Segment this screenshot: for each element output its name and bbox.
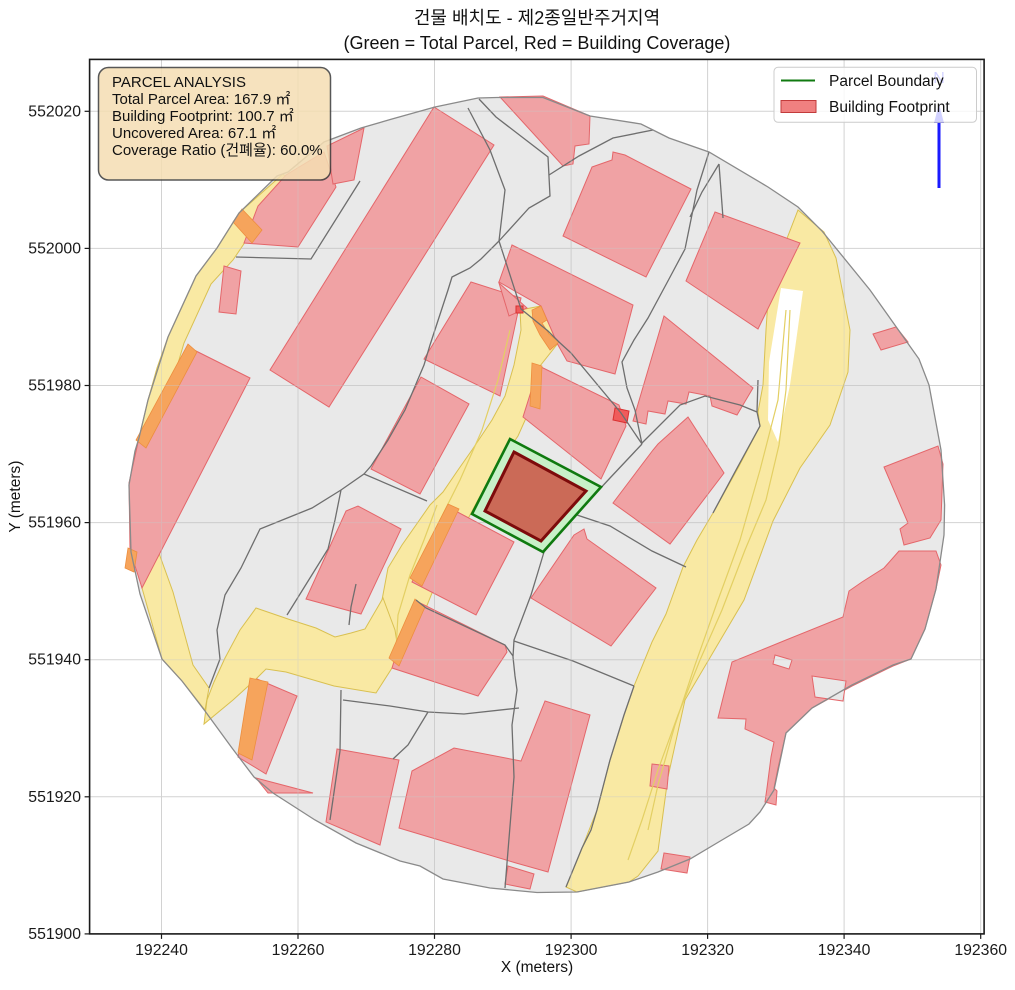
svg-text:552020: 552020 — [28, 103, 81, 120]
svg-text:192260: 192260 — [272, 942, 325, 959]
svg-text:Building Footprint: Building Footprint — [829, 99, 950, 116]
svg-text:Parcel Boundary: Parcel Boundary — [829, 73, 944, 90]
svg-text:건물 배치도 - 제2종일반주거지역: 건물 배치도 - 제2종일반주거지역 — [414, 8, 660, 28]
svg-text:PARCEL ANALYSIS: PARCEL ANALYSIS — [112, 74, 246, 91]
svg-text:552000: 552000 — [28, 240, 81, 257]
svg-text:Building Footprint: 100.7 ㎡: Building Footprint: 100.7 ㎡ — [112, 108, 294, 125]
svg-text:551920: 551920 — [28, 789, 81, 806]
svg-text:192360: 192360 — [954, 942, 1007, 959]
svg-text:Uncovered Area: 67.1 ㎡: Uncovered Area: 67.1 ㎡ — [112, 125, 276, 142]
svg-text:192300: 192300 — [545, 942, 598, 959]
svg-text:551960: 551960 — [28, 515, 81, 532]
svg-text:192340: 192340 — [818, 942, 871, 959]
svg-text:192280: 192280 — [408, 942, 461, 959]
svg-text:551940: 551940 — [28, 652, 81, 669]
svg-text:Coverage Ratio (건폐율): 60.0%: Coverage Ratio (건폐율): 60.0% — [112, 142, 323, 159]
svg-text:Total Parcel Area: 167.9 ㎡: Total Parcel Area: 167.9 ㎡ — [112, 91, 290, 108]
svg-text:X (meters): X (meters) — [501, 959, 573, 976]
svg-text:192240: 192240 — [135, 942, 188, 959]
svg-text:Y (meters): Y (meters) — [7, 461, 24, 533]
svg-text:551980: 551980 — [28, 378, 81, 395]
svg-text:192320: 192320 — [681, 942, 734, 959]
svg-text:(Green = Total Parcel, Red = B: (Green = Total Parcel, Red = Building Co… — [344, 33, 731, 53]
svg-text:551900: 551900 — [28, 926, 81, 943]
